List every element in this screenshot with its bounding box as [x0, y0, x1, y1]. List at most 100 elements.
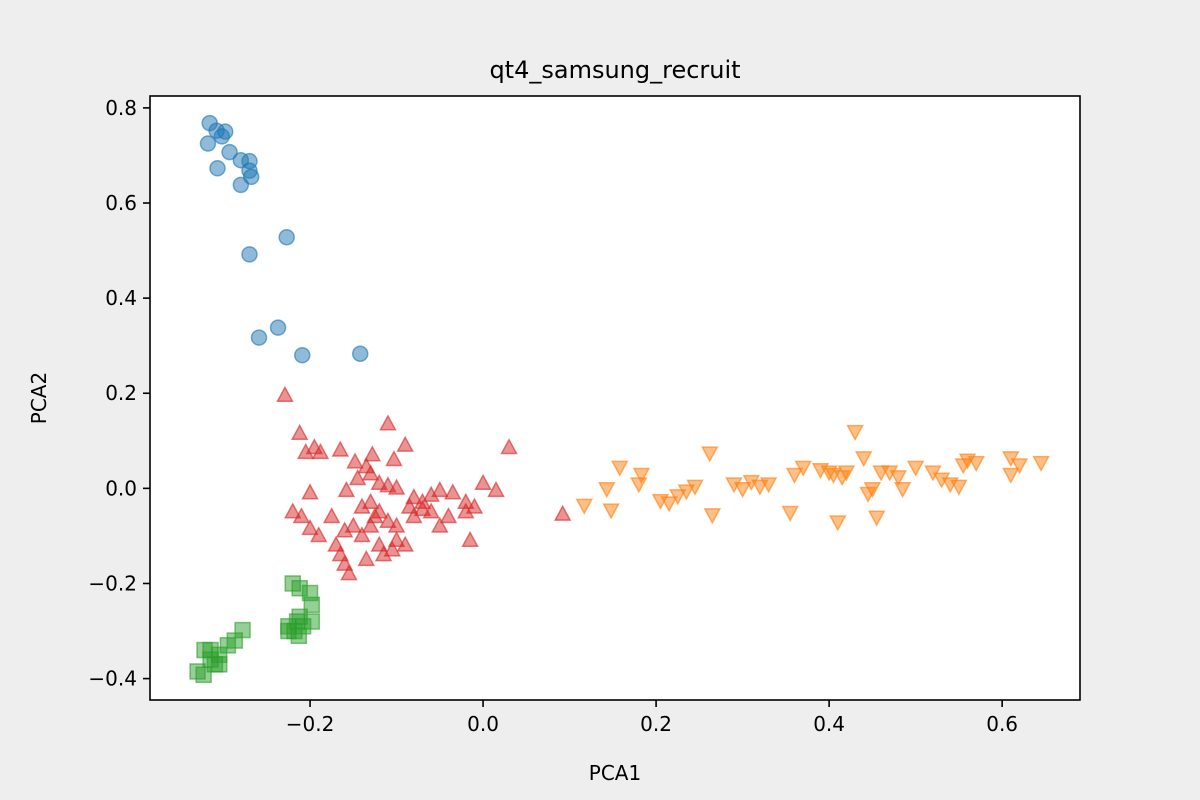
data-point-triangle-down: [846, 424, 864, 442]
data-point-triangle-down: [703, 508, 722, 525]
data-point-triangle-up: [353, 526, 371, 543]
data-point-triangle-up: [290, 423, 309, 441]
data-point-square: [303, 596, 321, 614]
series-2-square: [189, 575, 321, 684]
data-point-triangle-up: [361, 492, 380, 510]
data-point-triangle-up: [413, 499, 432, 517]
data-point-triangle-up: [322, 507, 341, 524]
data-point-triangle-down: [889, 470, 908, 487]
data-point-triangle-up: [553, 504, 572, 521]
data-point-triangle-down: [700, 446, 719, 463]
data-point-triangle-up: [337, 480, 356, 498]
data-point-triangle-up: [301, 518, 319, 536]
data-point-triangle-up: [457, 502, 475, 519]
data-point-triangle-down: [668, 489, 687, 506]
data-point-circle: [294, 346, 311, 364]
y-tick-label: 0.2: [105, 381, 137, 405]
data-point-triangle-down: [759, 477, 778, 494]
data-point-triangle-up: [400, 497, 419, 514]
data-point-triangle-down: [854, 451, 873, 468]
y-tick-label: 0.4: [105, 286, 137, 310]
data-point-triangle-down: [893, 481, 912, 499]
data-point-circle: [199, 135, 217, 152]
data-point-triangle-up: [344, 516, 363, 533]
data-point-square: [280, 622, 297, 640]
data-point-square: [234, 621, 251, 639]
data-point-circle: [269, 319, 287, 336]
data-point-triangle-up: [396, 435, 414, 452]
y-axis: −0.4 −0.2 0.0 0.2 0.4 0.6 0.8: [88, 96, 150, 691]
data-point-circle: [209, 160, 226, 177]
data-point-triangle-up: [361, 464, 380, 481]
data-point-triangle-down: [1032, 455, 1050, 473]
data-point-triangle-down: [950, 479, 968, 496]
data-point-circle: [278, 229, 295, 246]
data-point-triangle-up: [387, 478, 406, 495]
x-axis-label: PCA1: [589, 761, 641, 785]
data-point-triangle-down: [837, 465, 856, 482]
data-point-triangle-up: [383, 540, 401, 557]
data-point-triangle-up: [361, 516, 380, 533]
x-axis: −0.2 0.0 0.2 0.4 0.6: [286, 700, 1018, 736]
data-point-triangle-up: [500, 438, 518, 455]
data-point-triangle-up: [357, 549, 376, 567]
data-point-triangle-up: [439, 507, 458, 524]
data-point-triangle-down: [632, 467, 651, 484]
data-point-triangle-up: [363, 445, 382, 462]
data-point-triangle-up: [331, 440, 350, 457]
data-point-triangle-up: [379, 511, 397, 529]
data-point-triangle-up: [379, 414, 397, 431]
series-1-triangle_down: [575, 424, 1050, 532]
data-point-triangle-up: [444, 483, 462, 500]
data-point-triangle-down: [611, 460, 629, 477]
y-tick-label: −0.4: [88, 667, 137, 691]
data-point-triangle-down: [829, 515, 847, 532]
data-marks: [189, 114, 1050, 684]
data-point-triangle-down: [785, 467, 804, 484]
data-point-triangle-down: [781, 505, 799, 522]
data-point-triangle-down: [733, 481, 752, 499]
data-point-triangle-up: [292, 507, 311, 524]
x-tick-label: 0.2: [640, 712, 672, 736]
data-point-triangle-down: [598, 481, 616, 499]
data-point-triangle-down: [1010, 458, 1029, 475]
y-tick-label: 0.0: [105, 476, 137, 500]
data-point-triangle-up: [301, 483, 319, 500]
chart-title: qt4_samsung_recruit: [489, 56, 740, 84]
data-point-triangle-down: [677, 484, 696, 501]
data-point-triangle-up: [431, 480, 449, 498]
data-point-triangle-up: [461, 530, 479, 548]
data-point-circle: [232, 176, 250, 194]
y-tick-label: −0.2: [88, 571, 137, 595]
data-point-triangle-down: [575, 498, 594, 515]
data-point-circle: [241, 246, 258, 263]
data-point-circle: [250, 329, 268, 346]
y-tick-label: 0.8: [105, 96, 137, 120]
data-point-triangle-up: [276, 385, 294, 402]
y-tick-label: 0.6: [105, 191, 137, 215]
data-point-triangle-up: [340, 564, 358, 581]
data-point-triangle-up: [283, 502, 302, 519]
data-point-triangle-up: [311, 442, 330, 460]
data-point-triangle-down: [967, 455, 985, 473]
data-point-triangle-up: [465, 497, 484, 514]
y-axis-label: PCA2: [27, 372, 51, 424]
data-point-triangle-down: [794, 460, 812, 477]
data-point-square: [210, 656, 228, 673]
data-point-triangle-down: [867, 510, 886, 527]
x-tick-label: 0.0: [467, 712, 499, 736]
x-tick-label: 0.4: [813, 712, 845, 736]
data-point-circle: [351, 345, 369, 363]
data-point-triangle-down: [660, 496, 678, 513]
data-point-triangle-up: [348, 469, 367, 486]
data-point-triangle-down: [1002, 467, 1020, 484]
x-tick-label: −0.2: [286, 712, 335, 736]
data-point-triangle-down: [906, 460, 925, 477]
data-point-triangle-up: [387, 530, 406, 548]
data-point-triangle-down: [686, 479, 704, 496]
data-point-triangle-down: [602, 503, 620, 520]
series-0-circle: [199, 114, 369, 364]
data-point-triangle-down: [630, 477, 648, 494]
data-point-triangle-up: [487, 480, 505, 498]
